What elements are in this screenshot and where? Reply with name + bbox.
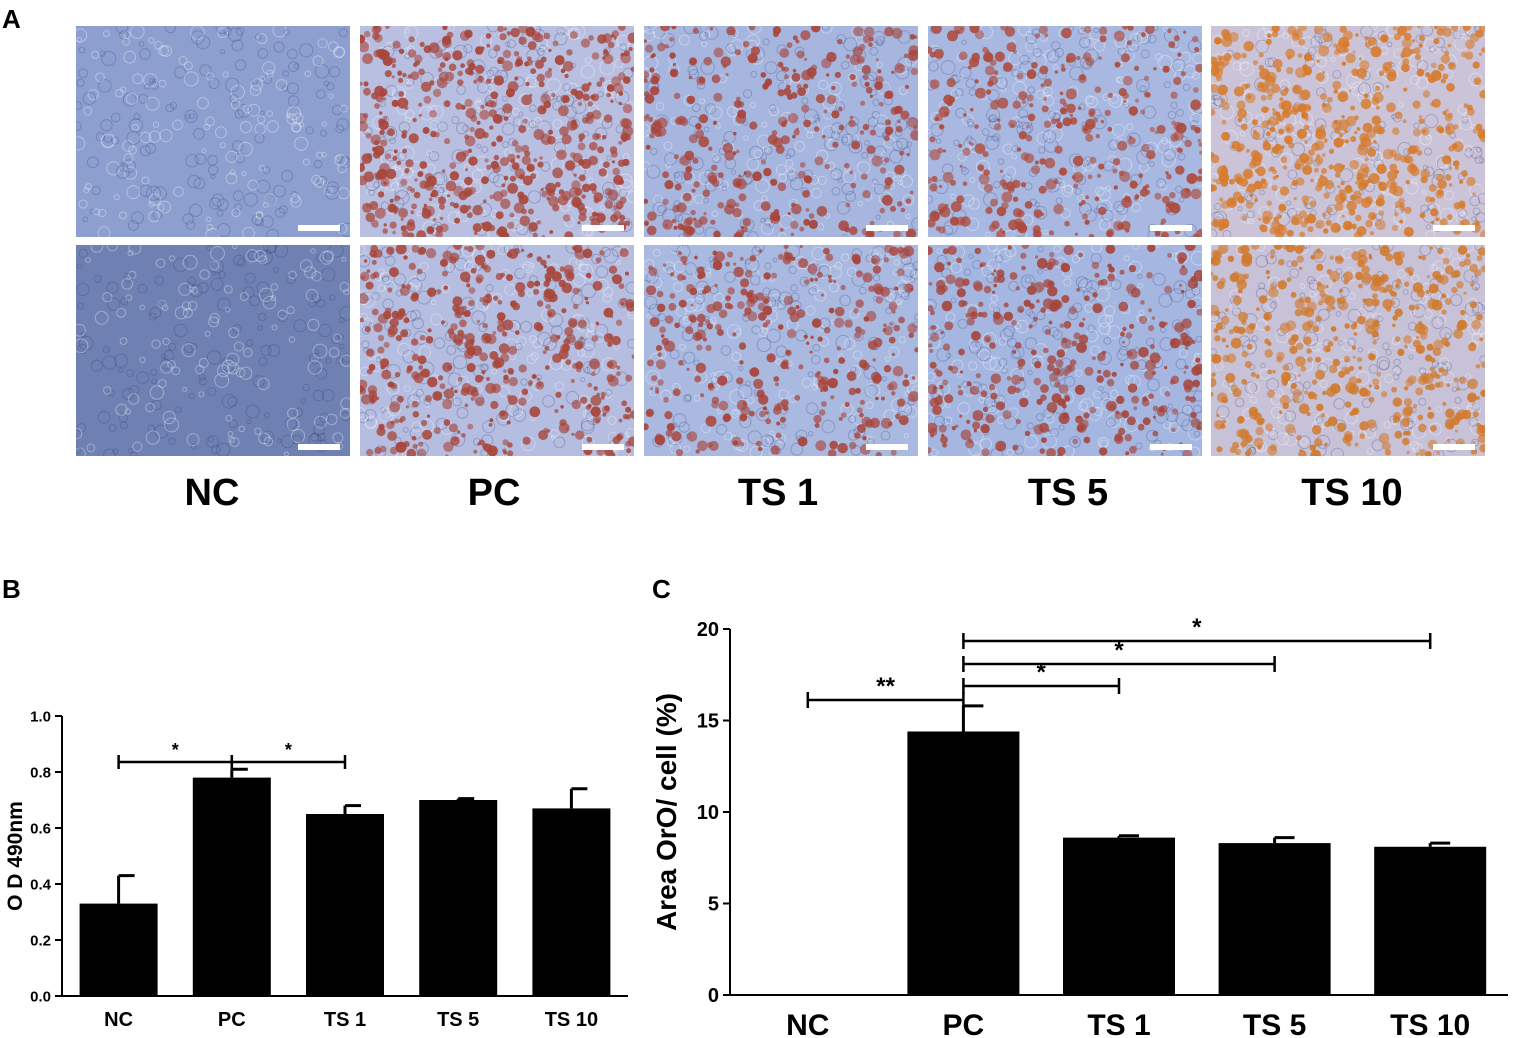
bar-ts5 (419, 800, 498, 996)
x-tick-label: NC (104, 1009, 133, 1031)
y-tick-label: 0.8 (30, 764, 51, 781)
bar-nc (79, 903, 158, 996)
bar-ts10 (532, 808, 611, 996)
y-tick-label: 0.4 (30, 876, 52, 893)
significance-label: * (1114, 637, 1124, 664)
bar-pc (192, 777, 271, 996)
y-tick-label: 1.0 (30, 708, 51, 725)
group-label-ts10: TS 10 (1301, 472, 1403, 514)
significance-label: * (1192, 614, 1202, 641)
significance-label: * (285, 740, 292, 760)
scale-bar (582, 225, 624, 231)
x-tick-label: TS 10 (1390, 1009, 1470, 1038)
panel-letter: C (652, 574, 671, 604)
y-tick-label: 20 (697, 619, 719, 641)
micrograph-ts1-row1 (644, 26, 918, 237)
x-tick-label: PC (218, 1009, 246, 1031)
group-label-ts5: TS 5 (1027, 472, 1109, 514)
x-tick-label: TS 10 (545, 1009, 598, 1031)
micrograph-ts1-row2 (644, 245, 918, 456)
x-tick-label: TS 5 (1243, 1009, 1306, 1038)
x-tick-label: PC (943, 1009, 985, 1038)
bar-ts5 (1218, 843, 1331, 995)
scale-bar (1433, 444, 1475, 450)
scale-bar (298, 444, 340, 450)
bar-pc (907, 731, 1020, 995)
significance-label: * (1037, 659, 1047, 686)
scale-bar (1433, 225, 1475, 231)
panel-a-letter: A (2, 4, 21, 34)
x-tick-label: TS 1 (1087, 1009, 1150, 1038)
group-label-pc: PC (467, 472, 521, 514)
chart-b: B 0.0 0.2 0.4 0.6 0.8 1.0 O D 490nm NC PC TS 1 TS 5… (2, 574, 628, 1031)
bar-ts10 (1374, 846, 1487, 995)
group-label-nc: NC (184, 472, 240, 514)
bar-nc (751, 994, 864, 996)
chart-c: C 0 5 10 15 20 Area OrO/ cell (%) NC PC TS 1 TS 5 T… (651, 574, 1508, 1038)
group-label-ts1: TS 1 (737, 472, 819, 514)
micrograph-nc-row1 (76, 26, 350, 237)
scale-bar (298, 225, 340, 231)
y-axis-label: Area OrO/ cell (%) (651, 693, 682, 931)
micrograph-ts5-row2 (928, 245, 1202, 456)
bar-ts1 (1063, 837, 1175, 995)
scale-bar (1150, 225, 1192, 231)
micrograph-nc-row2 (76, 245, 350, 456)
micrograph-pc-row2 (360, 245, 634, 456)
y-tick-label: 0 (708, 985, 719, 1007)
y-tick-label: 0.2 (30, 932, 51, 949)
y-tick-label: 15 (697, 711, 719, 733)
scale-bar (1150, 444, 1192, 450)
x-tick-label: TS 5 (437, 1009, 479, 1031)
micrograph-pc-row1 (360, 26, 634, 237)
x-tick-label: TS 1 (324, 1009, 366, 1031)
significance-label: ** (876, 673, 895, 700)
y-tick-label: 0.0 (30, 988, 51, 1005)
micrograph-ts10-row1 (1211, 26, 1485, 237)
panel-letter: B (2, 574, 21, 604)
micrograph-ts5-row1 (928, 26, 1202, 237)
bar-ts1 (306, 814, 384, 996)
y-tick-label: 0.6 (30, 820, 51, 837)
scale-bar (582, 444, 624, 450)
scale-bar (866, 444, 908, 450)
y-tick-label: 10 (697, 802, 719, 824)
micrograph-ts10-row2 (1211, 245, 1485, 456)
scale-bar (866, 225, 908, 231)
x-tick-label: NC (786, 1009, 829, 1038)
y-axis-label: O D 490nm (4, 801, 27, 911)
y-tick-label: 5 (708, 894, 719, 916)
significance-label: * (172, 740, 179, 760)
